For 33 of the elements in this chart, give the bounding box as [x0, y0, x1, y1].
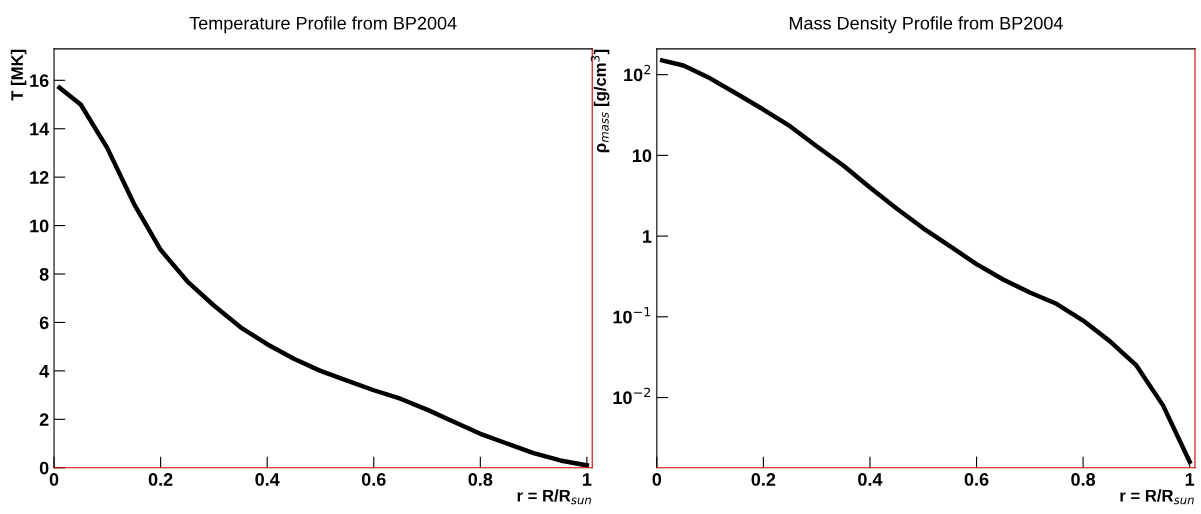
y-tick-label: 10 [30, 219, 49, 233]
x-tick-label: 0.4 [255, 473, 280, 486]
x-tick-label: 0 [49, 473, 59, 486]
y-tick-label: 0 [39, 461, 49, 475]
line-series [659, 58, 1192, 464]
y-tick-label: 8 [39, 267, 49, 281]
y-axis-title: ρ$_{mass}$ [g/cm$^{3}$] [590, 49, 610, 153]
y-tick-label: 10$^{−2}$ [613, 387, 651, 405]
x-tick-label: 0 [652, 473, 662, 486]
y-tick-label: 2 [39, 413, 49, 426]
y-axis-title: T [MK] [10, 49, 27, 101]
x-tick-label: 0.2 [148, 473, 173, 486]
x-tick-label: 0.6 [964, 473, 989, 486]
x-tick-label: 0.8 [468, 473, 493, 486]
y-tick-label: 4 [39, 365, 50, 378]
x-axis-title: r = R/R$_{sun}$ [1120, 489, 1194, 505]
y-tick-label: 12 [30, 171, 49, 184]
y-tick-label: 14 [30, 122, 50, 136]
x-tick-label: 0.4 [858, 473, 883, 486]
x-tick-label: 1 [1185, 473, 1195, 486]
chart-title: Temperature Profile from BP2004 [189, 16, 457, 34]
chart-title: Mass Density Profile from BP2004 [789, 16, 1063, 34]
y-tick-label: 6 [39, 316, 49, 330]
x-tick-label: 0.6 [361, 473, 386, 486]
y-tick-label: 16 [30, 74, 49, 88]
y-tick-label: 10$^{2}$ [624, 64, 651, 82]
x-tick-label: 0.8 [1071, 473, 1096, 486]
x-axis-title: r = R/R$_{sun}$ [517, 489, 591, 505]
y-tick-label: 10 [633, 149, 652, 163]
y-tick-label: 1 [643, 230, 652, 243]
x-tick-label: 0.2 [751, 473, 776, 486]
x-tick-label: 1 [583, 473, 592, 486]
y-tick-label: 10$^{−1}$ [613, 307, 651, 324]
